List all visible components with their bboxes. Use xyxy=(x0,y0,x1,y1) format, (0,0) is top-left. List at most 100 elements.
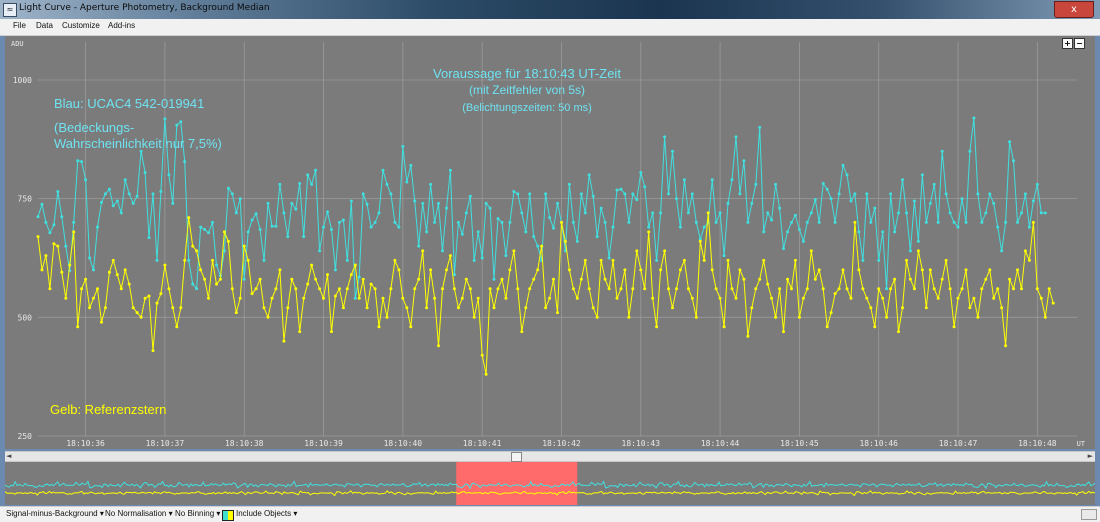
yellow-data-point xyxy=(417,277,421,281)
blue-data-point xyxy=(536,244,540,248)
yellow-data-point xyxy=(341,306,345,310)
yellow-data-point xyxy=(476,296,480,300)
menu-customize[interactable]: Customize xyxy=(62,21,100,30)
yellow-data-point xyxy=(563,239,567,243)
blue-data-point xyxy=(199,225,203,229)
blue-data-point xyxy=(425,230,429,234)
yellow-data-point xyxy=(885,315,889,319)
scroll-right-arrow[interactable]: ► xyxy=(1087,452,1093,460)
blue-data-point xyxy=(801,239,805,243)
blue-data-point xyxy=(948,211,952,215)
yellow-data-point xyxy=(286,306,290,310)
overview-strip[interactable] xyxy=(4,462,1096,505)
blue-data-point xyxy=(678,225,682,229)
menu-data[interactable]: Data xyxy=(36,21,53,30)
yellow-data-point xyxy=(583,258,587,262)
yellow-data-point xyxy=(274,287,278,291)
blue-data-point xyxy=(1000,249,1004,253)
blue-data-point xyxy=(865,192,869,196)
blue-data-point xyxy=(1031,199,1035,203)
yellow-data-point xyxy=(544,306,548,310)
blue-data-point xyxy=(318,249,322,253)
scroll-left-arrow[interactable]: ◄ xyxy=(6,452,12,460)
yellow-data-point xyxy=(861,287,865,291)
binning-dropdown[interactable]: No Binning ▾ xyxy=(175,509,221,518)
include-objects-dropdown[interactable]: Include Objects ▾ xyxy=(236,509,298,518)
yellow-data-point xyxy=(647,230,651,234)
y-tick-label: 750 xyxy=(18,195,33,204)
menu-file[interactable]: File xyxy=(13,21,26,30)
zoom-out-button[interactable]: − xyxy=(1074,38,1085,49)
blue-data-point xyxy=(829,197,833,201)
blue-data-point xyxy=(314,168,318,172)
yellow-data-point xyxy=(76,325,80,329)
yellow-data-point xyxy=(52,242,56,246)
blue-data-point xyxy=(100,200,103,204)
blue-data-point xyxy=(44,220,48,224)
yellow-data-point xyxy=(218,277,222,281)
blue-data-point xyxy=(238,197,242,201)
yellow-data-point xyxy=(155,301,159,305)
blue-data-point xyxy=(690,192,694,196)
yellow-data-point xyxy=(536,268,540,272)
blue-data-point xyxy=(504,254,508,258)
overview-window-highlight xyxy=(456,462,578,505)
blue-data-point xyxy=(48,231,52,235)
blue-data-point xyxy=(480,256,484,260)
yellow-data-point xyxy=(754,287,758,291)
scroll-thumb[interactable] xyxy=(511,452,522,462)
yellow-data-point xyxy=(671,306,674,310)
x-axis-label: UT xyxy=(1077,440,1086,448)
yellow-data-point xyxy=(1031,220,1035,224)
yellow-data-point xyxy=(429,268,433,272)
blue-data-point xyxy=(615,188,619,192)
yellow-data-point xyxy=(520,330,524,334)
include-objects-icon xyxy=(222,510,234,521)
blue-data-point xyxy=(623,192,627,196)
close-button[interactable]: x xyxy=(1054,1,1094,18)
yellow-data-point xyxy=(1016,268,1019,272)
normalisation-dropdown[interactable]: No Normalisation ▾ xyxy=(105,509,173,518)
yellow-data-point xyxy=(191,244,195,248)
blue-data-point xyxy=(631,192,635,196)
eclipse-annotation-line1: (Bedeckungs- xyxy=(54,120,134,135)
blue-data-point xyxy=(115,199,119,203)
yellow-data-point xyxy=(607,287,611,291)
blue-data-point xyxy=(111,204,115,208)
blue-data-point xyxy=(647,225,651,229)
blue-data-point xyxy=(151,192,155,196)
yellow-data-point xyxy=(813,277,817,281)
yellow-data-point xyxy=(908,277,912,281)
yellow-data-point xyxy=(290,277,294,281)
yellow-data-point xyxy=(857,268,861,272)
resize-grip-icon[interactable] xyxy=(1081,509,1097,520)
yellow-data-point xyxy=(865,296,869,300)
yellow-data-point xyxy=(770,296,774,300)
menu-add-ins[interactable]: Add-ins xyxy=(108,21,136,30)
yellow-data-point xyxy=(361,277,365,281)
light-curve-plot[interactable]: 250 500 750 1000 ADU 18:10:36 18:10:37 18:10:38… xyxy=(5,36,1095,449)
blue-data-point xyxy=(131,201,135,205)
blue-data-point xyxy=(262,258,266,262)
yellow-data-point xyxy=(437,344,440,348)
window-titlebar[interactable]: ≈ Light Curve - Aperture Photometry, Bac… xyxy=(0,0,1100,19)
yellow-data-point xyxy=(730,287,734,291)
window-title: Light Curve - Aperture Photometry, Backg… xyxy=(19,3,270,13)
blue-data-point xyxy=(805,220,809,224)
y-tick-label: 250 xyxy=(18,432,33,441)
blue-data-point xyxy=(667,192,670,196)
zoom-in-button[interactable]: + xyxy=(1062,38,1073,49)
yellow-data-point xyxy=(996,287,1000,291)
yellow-data-point xyxy=(643,287,647,291)
horizontal-scrollbar[interactable]: ◄ ► xyxy=(5,451,1095,462)
blue-data-point xyxy=(405,180,409,184)
x-tick-label: 18:10:40 xyxy=(384,439,423,448)
yellow-data-point xyxy=(389,287,393,291)
blue-data-point xyxy=(468,194,472,198)
blue-data-point xyxy=(139,149,143,153)
yellow-data-point xyxy=(480,353,484,357)
yellow-data-point xyxy=(639,268,643,272)
signal-mode-dropdown[interactable]: Signal-minus-Background ▾ xyxy=(6,509,104,518)
yellow-data-point xyxy=(353,263,357,267)
blue-data-point xyxy=(928,201,932,205)
